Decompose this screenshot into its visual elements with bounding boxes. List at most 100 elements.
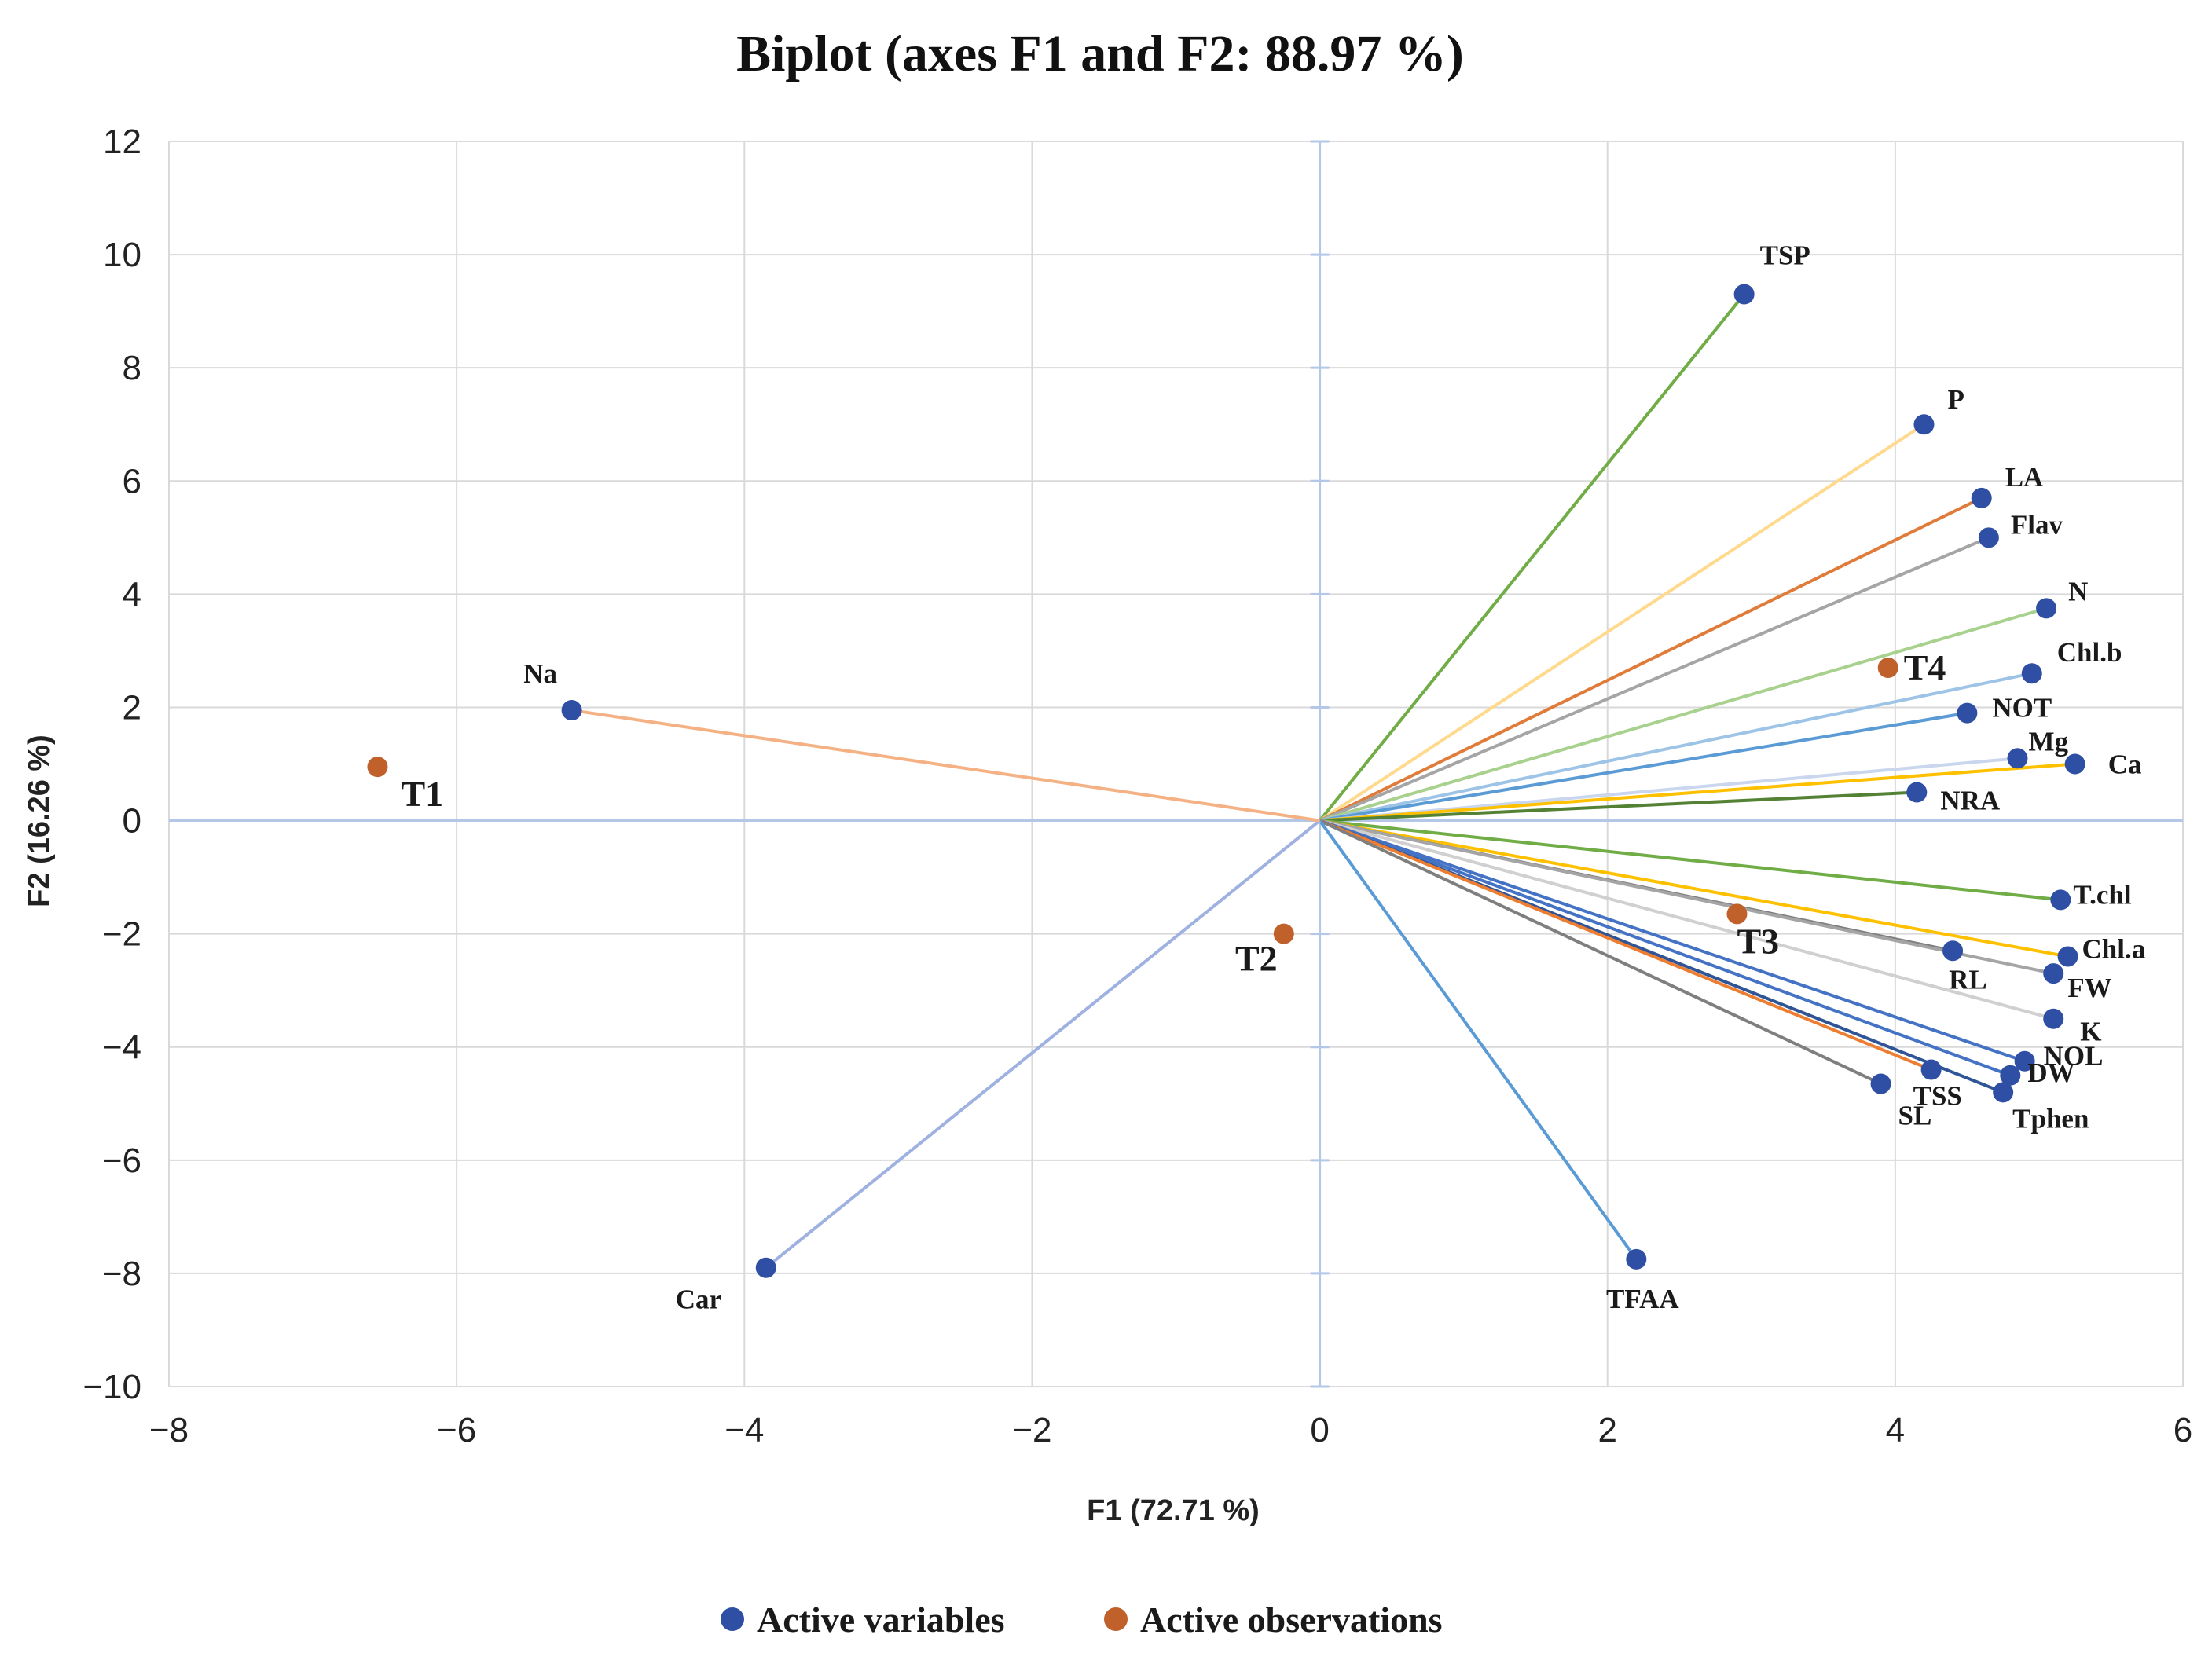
observation-label-t2: T2: [1235, 939, 1278, 979]
variable-point-la: [1971, 487, 1992, 508]
observation-label-t1: T1: [401, 774, 443, 814]
y-tick-label: 6: [123, 462, 141, 500]
vector-line-mg: [1319, 757, 2018, 823]
x-tick-label: 6: [2173, 1411, 2192, 1449]
variable-label-na: Na: [523, 658, 557, 689]
variable-label-p: P: [1947, 384, 1964, 415]
variable-label-mg: Mg: [2028, 726, 2068, 757]
y-tick-label: −6: [102, 1141, 141, 1180]
variable-point-nra: [1906, 782, 1928, 803]
observation-point-t2: [1273, 923, 1294, 944]
y-tick-label: 0: [123, 802, 141, 841]
vector-line-chl-b: [1319, 672, 2033, 823]
variable-label-tsp: TSP: [1760, 240, 1810, 271]
legend-label-active-variables: Active variables: [757, 1600, 1005, 1640]
variable-label-nol: NOL: [2044, 1041, 2104, 1072]
variable-label-n: N: [2068, 576, 2088, 606]
legend-marker-active-observations: [1104, 1607, 1128, 1631]
variable-label-tphen: Tphen: [2012, 1103, 2089, 1134]
axes: [169, 140, 2183, 1388]
x-tick-label: −2: [1012, 1411, 1051, 1449]
x-tick-label: 0: [1310, 1411, 1329, 1449]
observation-label-t4: T4: [1904, 647, 1946, 687]
variable-point-car: [755, 1257, 776, 1278]
variable-point-chl-b: [2021, 663, 2042, 684]
variable-label-la: LA: [2005, 462, 2044, 493]
variable-label-flav: Flav: [2011, 509, 2063, 540]
vector-line-ca: [1319, 762, 2075, 823]
vector-line-dw: [1319, 819, 2012, 1077]
variable-label-tss: TSS: [1913, 1081, 1962, 1112]
legend-marker-active-variables: [721, 1607, 744, 1631]
x-tick-label: −8: [149, 1411, 189, 1449]
variable-label-car: Car: [676, 1284, 721, 1315]
variable-point-tphen: [1993, 1082, 2014, 1103]
y-tick-label: 10: [103, 236, 141, 274]
variable-point-tss: [1920, 1059, 1942, 1080]
variable-label-chl-b: Chl.b: [2057, 637, 2122, 668]
points: [367, 284, 2085, 1278]
variable-point-fw: [2043, 963, 2064, 984]
y-axis-title: F2 (16.26 %): [23, 735, 56, 907]
legend: Active variables Active observations: [721, 1600, 1443, 1640]
observation-point-t3: [1726, 903, 1748, 925]
y-tick-label: −4: [102, 1028, 141, 1067]
vector-line-k: [1319, 819, 2054, 1021]
vector-line-na: [571, 709, 1320, 823]
observation-label-t3: T3: [1737, 921, 1779, 961]
variable-point-sl: [1870, 1073, 1891, 1094]
y-tick-label: 4: [123, 575, 141, 614]
observation-point-t1: [367, 757, 388, 778]
variable-label-sl: SL: [1898, 1101, 1932, 1131]
vector-line-t-chl: [1319, 819, 2061, 902]
y-tick-label: 12: [103, 123, 141, 161]
variable-point-p: [1913, 414, 1935, 435]
vector-line-flav: [1319, 536, 1990, 823]
y-tick-label: 2: [123, 688, 141, 727]
vector-line-nra: [1319, 790, 1917, 823]
vector-lines: [571, 293, 2075, 1270]
variable-point-flav: [1978, 527, 1999, 548]
variable-point-tsp: [1733, 284, 1755, 305]
vector-line-tfaa: [1318, 819, 1638, 1261]
variable-label-ca: Ca: [2108, 749, 2142, 780]
legend-label-active-observations: Active observations: [1140, 1600, 1443, 1640]
variable-label-tfaa: TFAA: [1606, 1284, 1679, 1314]
variable-point-na: [561, 700, 582, 721]
x-tick-label: 2: [1598, 1411, 1616, 1449]
variable-point-n: [2036, 598, 2057, 619]
x-tick-label: −4: [724, 1411, 764, 1449]
chart-title: Biplot (axes F1 and F2: 88.97 %): [736, 25, 1464, 82]
vector-line-tsp: [1319, 293, 1746, 822]
observation-point-t4: [1877, 658, 1898, 679]
variable-point-chl-a: [2057, 946, 2078, 967]
variable-label-k: K: [2080, 1017, 2101, 1047]
x-tick-label: −6: [437, 1411, 476, 1449]
vector-line-chl-a: [1319, 819, 2068, 958]
variable-point-not: [1957, 702, 1978, 724]
vector-line-nol: [1319, 819, 2026, 1063]
variable-point-ca: [2064, 753, 2085, 775]
variable-label-not: NOT: [1992, 693, 2052, 724]
y-tick-label: −2: [102, 915, 141, 954]
variable-point-mg: [2007, 748, 2028, 769]
vector-line-la: [1319, 497, 1983, 823]
y-tick-label: 8: [123, 349, 141, 387]
variable-point-dw: [2000, 1065, 2021, 1086]
variable-label-nra: NRA: [1940, 786, 2001, 816]
vector-line-tss: [1319, 819, 1932, 1072]
x-tick-label: 4: [1886, 1411, 1905, 1449]
vector-line-not: [1319, 711, 1968, 823]
x-axis-title: F1 (72.71 %): [1087, 1494, 1260, 1527]
variable-label-fw: FW: [2067, 973, 2111, 1003]
vector-line-sl: [1319, 819, 1882, 1086]
y-tick-label: −8: [102, 1255, 141, 1293]
vector-line-n: [1319, 606, 2047, 823]
variable-label-t-chl: T.chl: [2073, 879, 2131, 910]
variable-point-nol: [2014, 1050, 2035, 1072]
